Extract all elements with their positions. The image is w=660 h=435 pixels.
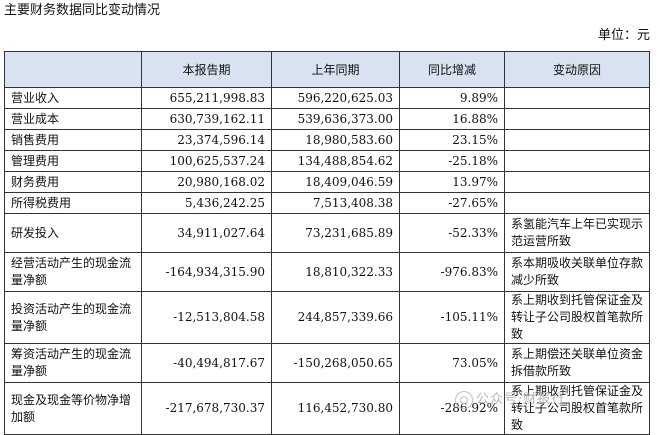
table-row: 营业成本 630,739,162.11 539,636,373.00 16.88…	[4, 108, 650, 130]
row-label: 研发投入	[4, 213, 142, 253]
unit-label: 单位：元	[597, 28, 650, 43]
previous-value: 539,636,373.00	[271, 108, 400, 130]
current-value: 34,911,027.64	[141, 213, 272, 253]
change-reason: 系氢能汽车上年已实现示范运营所致	[504, 213, 650, 253]
current-value: 20,980,168.02	[141, 171, 272, 193]
previous-value: 596,220,625.03	[271, 87, 400, 109]
previous-value: 18,810,322.33	[271, 252, 400, 292]
header-yoy-change: 同比增减	[399, 51, 505, 88]
current-value: -40,494,817.67	[141, 343, 272, 383]
row-label: 筹资活动产生的现金流量净额	[4, 343, 142, 383]
change-value: 23.15%	[399, 129, 505, 151]
change-reason: 系上期偿还关联单位资金拆借款所致	[504, 343, 650, 383]
page-title: 主要财务数据同比变动情况	[4, 3, 161, 18]
row-label: 所得税费用	[4, 192, 142, 214]
change-reason	[504, 129, 650, 151]
row-label: 经营活动产生的现金流量净额	[4, 252, 142, 292]
change-value: 73.05%	[399, 343, 505, 383]
row-label: 营业成本	[4, 108, 142, 130]
change-reason	[504, 87, 650, 109]
current-value: 5,436,242.25	[141, 192, 272, 214]
previous-value: 116,452,730.80	[271, 382, 400, 435]
table-row: 研发投入 34,911,027.64 73,231,685.89 -52.33%…	[4, 213, 650, 253]
header-current-period: 本报告期	[141, 51, 272, 88]
change-value: -105.11%	[399, 291, 505, 344]
current-value: 23,374,596.14	[141, 129, 272, 151]
change-value: 16.88%	[399, 108, 505, 130]
table-row: 所得税费用 5,436,242.25 7,513,408.38 -27.65%	[4, 192, 650, 214]
table-row: 营业收入 655,211,998.83 596,220,625.03 9.89%	[4, 87, 650, 109]
table-row: 经营活动产生的现金流量净额 -164,934,315.90 18,810,322…	[4, 252, 650, 292]
change-reason: 系上期收到托管保证金及转让子公司股权首笔款所致	[504, 382, 650, 435]
previous-value: -150,268,050.65	[271, 343, 400, 383]
previous-value: 134,488,854.62	[271, 150, 400, 172]
previous-value: 73,231,685.89	[271, 213, 400, 253]
change-reason: 系本期吸收关联单位存款减少所致	[504, 252, 650, 292]
table-row: 筹资活动产生的现金流量净额 -40,494,817.67 -150,268,05…	[4, 343, 650, 383]
change-value: -27.65%	[399, 192, 505, 214]
table-row: 投资活动产生的现金流量净额 -12,513,804.58 244,857,339…	[4, 291, 650, 344]
current-value: 630,739,162.11	[141, 108, 272, 130]
row-label: 管理费用	[4, 150, 142, 172]
change-value: -25.18%	[399, 150, 505, 172]
row-label: 营业收入	[4, 87, 142, 109]
previous-value: 18,980,583.60	[271, 129, 400, 151]
table-header-row: 本报告期 上年同期 同比增减 变动原因	[4, 51, 650, 88]
change-value: 9.89%	[399, 87, 505, 109]
financial-table: 本报告期 上年同期 同比增减 变动原因 营业收入 655,211,998.83 …	[4, 51, 650, 435]
table-row: 销售费用 23,374,596.14 18,980,583.60 23.15%	[4, 129, 650, 151]
previous-value: 7,513,408.38	[271, 192, 400, 214]
previous-value: 244,857,339.66	[271, 291, 400, 344]
row-label: 销售费用	[4, 129, 142, 151]
header-prior-period: 上年同期	[271, 51, 400, 88]
row-label: 财务费用	[4, 171, 142, 193]
change-value: -286.92%	[399, 382, 505, 435]
change-value: 13.97%	[399, 171, 505, 193]
current-value: 655,211,998.83	[141, 87, 272, 109]
current-value: -217,678,730.37	[141, 382, 272, 435]
change-reason	[504, 171, 650, 193]
header-blank	[4, 51, 142, 88]
change-reason: 系上期收到托管保证金及转让子公司股权首笔款所致	[504, 291, 650, 344]
header-reason: 变动原因	[504, 51, 650, 88]
current-value: -164,934,315.90	[141, 252, 272, 292]
current-value: -12,513,804.58	[141, 291, 272, 344]
change-reason	[504, 192, 650, 214]
row-label: 投资活动产生的现金流量净额	[4, 291, 142, 344]
change-reason	[504, 150, 650, 172]
row-label: 现金及现金等价物净增加额	[4, 382, 142, 435]
change-reason	[504, 108, 650, 130]
change-value: -976.83%	[399, 252, 505, 292]
previous-value: 18,409,046.59	[271, 171, 400, 193]
table-row: 财务费用 20,980,168.02 18,409,046.59 13.97%	[4, 171, 650, 193]
table-row: 现金及现金等价物净增加额 -217,678,730.37 116,452,730…	[4, 382, 650, 435]
table-row: 管理费用 100,625,537.24 134,488,854.62 -25.1…	[4, 150, 650, 172]
change-value: -52.33%	[399, 213, 505, 253]
current-value: 100,625,537.24	[141, 150, 272, 172]
